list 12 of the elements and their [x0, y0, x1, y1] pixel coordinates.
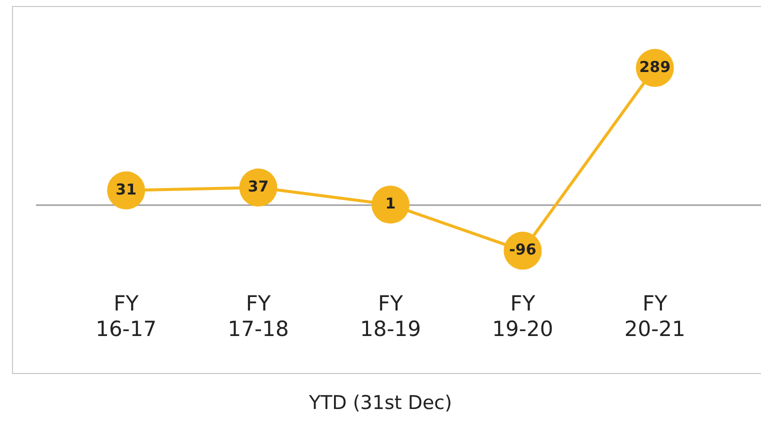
point: [372, 186, 410, 224]
data-label: 289: [639, 58, 671, 76]
x-tick-label: FY 19-20: [492, 292, 554, 341]
data-label: 1: [385, 194, 396, 213]
data-label: -96: [509, 240, 536, 259]
x-tick-label: FY 20-21: [624, 292, 686, 341]
data-label: 31: [116, 180, 137, 198]
x-tick-label: FY 18-19: [360, 292, 422, 341]
x-axis-title: YTD (31st Dec): [308, 392, 454, 414]
x-tick-label: FY 17-18: [228, 292, 289, 341]
x-tick-label: FY 16-17: [96, 292, 157, 341]
data-label: 37: [248, 177, 269, 196]
